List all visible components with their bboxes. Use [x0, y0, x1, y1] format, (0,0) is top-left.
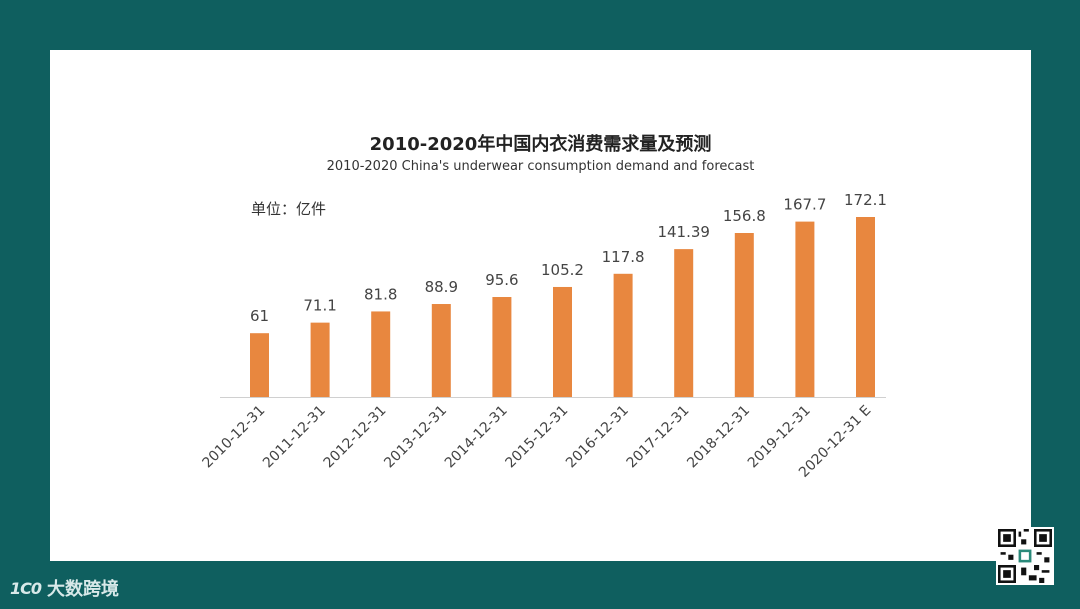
bar-value-label: 105.2 — [541, 261, 584, 279]
x-tick-label: 2013-12-31 — [381, 403, 450, 472]
bar-value-label: 117.8 — [602, 248, 645, 266]
x-tick-label: 2012-12-31 — [321, 403, 390, 472]
qr-code — [996, 527, 1054, 585]
bar-value-label: 95.6 — [485, 271, 518, 289]
chart-card: 2010-2020年中国内衣消费需求量及预测 2010-2020 China's… — [50, 50, 1031, 561]
bar — [310, 322, 330, 397]
brand-name: 大数跨境 — [47, 579, 120, 600]
bar — [795, 221, 815, 397]
bar — [250, 333, 269, 397]
brand-logo: 1C0 — [10, 578, 42, 598]
bar — [856, 217, 875, 397]
bar-value-label: 172.1 — [844, 191, 887, 209]
bar — [371, 311, 391, 397]
bar-value-label: 141.39 — [657, 223, 710, 241]
bar-value-label: 167.7 — [783, 196, 826, 214]
brand-watermark: 1C0 大数跨境 — [10, 575, 119, 601]
chart-title: 2010-2020年中国内衣消费需求量及预测 — [369, 134, 712, 155]
bar-value-label: 81.8 — [364, 285, 397, 303]
x-tick-label: 2016-12-31 — [563, 403, 632, 472]
bar — [492, 297, 512, 397]
x-tick-label: 2017-12-31 — [624, 403, 693, 472]
bar-chart: 61 2010-12-31 71.1 2011-12-31 81.8 2012-12-31… — [199, 191, 887, 481]
x-tick-label: 2015-12-31 — [502, 403, 571, 472]
bar-value-label: 71.1 — [303, 297, 336, 315]
bar — [553, 286, 572, 397]
qr-code-icon — [998, 529, 1052, 583]
bar — [613, 273, 633, 397]
chart-subtitle: 2010-2020 China's underwear consumption … — [326, 159, 755, 174]
unit-label: 单位：亿件 — [251, 200, 327, 218]
x-tick-label: 2014-12-31 — [442, 403, 511, 472]
bar — [734, 233, 754, 397]
x-tick-label: 2011-12-31 — [260, 403, 329, 472]
bar — [431, 304, 451, 397]
bar-value-label: 88.9 — [425, 278, 458, 296]
x-tick-label: 2018-12-31 — [684, 403, 753, 472]
bar — [674, 249, 694, 397]
bar-value-label: 61 — [250, 307, 269, 325]
bar-value-label: 156.8 — [723, 207, 766, 225]
x-tick-label: 2010-12-31 — [199, 403, 268, 472]
